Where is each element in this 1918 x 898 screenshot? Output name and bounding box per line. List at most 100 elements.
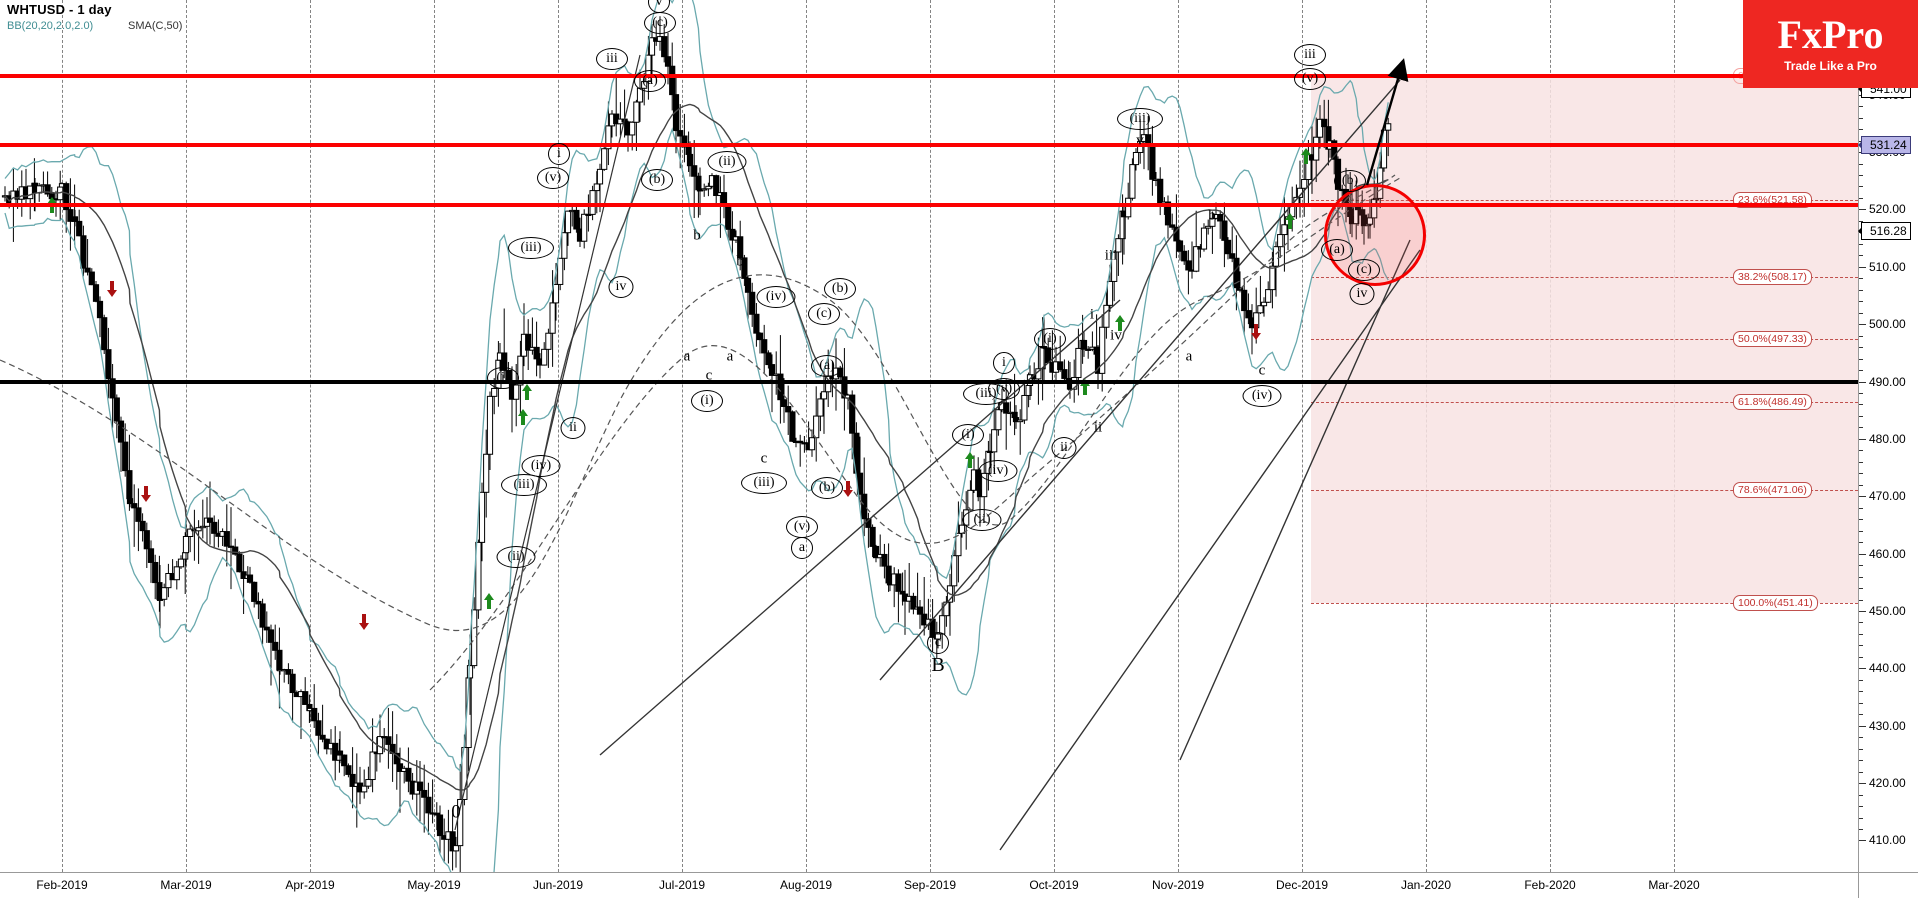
projection-arrow-icon [1365,58,1409,186]
price-axis[interactable]: 550.00540.00530.00520.00510.00500.00490.… [1858,0,1918,872]
wave-label-B: B [931,654,945,676]
price-tick-label-500: 500.00 [1869,317,1906,332]
current-price-tag[interactable]: 531.24 [1861,135,1911,154]
price-tick-label-460: 460.00 [1869,546,1906,561]
trendline-1 [599,299,1121,756]
buy-arrow [1115,315,1125,331]
price-minor-tick [1859,679,1863,681]
price-tick-410 [1859,840,1866,842]
wave-label-a: (a) [811,355,843,377]
wave-label-i: i [993,352,1015,374]
price-tick-500 [1859,324,1866,326]
date-label-mar-2019: Mar-2019 [160,878,212,892]
price-tick-440 [1859,668,1866,670]
date-label-jul-2019: Jul-2019 [658,878,706,892]
price-minor-tick [1859,415,1863,417]
price-minor-tick [1859,576,1863,578]
date-label-nov-2019: Nov-2019 [1151,878,1205,892]
price-minor-tick [1859,347,1863,349]
trendline-3 [999,249,1421,851]
buy-arrow [522,384,532,400]
wave-label-v: (v) [988,378,1020,400]
wave-label-ii: ii [560,417,586,439]
wave-label-ii: (ii) [496,546,536,568]
price-minor-tick [1859,358,1863,360]
wave-label-v: v [1136,132,1144,149]
date-label-jun-2019: Jun-2019 [532,878,584,892]
wave-label-i: (i) [691,390,723,412]
price-tick-470 [1859,496,1866,498]
sell-arrow [359,614,369,630]
sell-arrow [843,481,853,497]
wave-label-b: b [693,227,701,244]
fib-label-618: 61.8%(486.49) [1733,393,1812,410]
buy-arrow [518,409,528,425]
indicator-sma-label: SMA(C,50) [128,20,183,32]
fib-line-382 [1311,277,1858,279]
price-tick-480 [1859,438,1866,440]
chart-title: WHTUSD - 1 day [7,2,112,17]
trendline-4 [1179,239,1411,761]
price-minor-tick [1859,656,1863,658]
sell-arrow [141,486,151,502]
price-minor-tick [1859,301,1863,303]
price-minor-tick [1859,117,1863,119]
price-minor-tick [1859,450,1863,452]
gridline-aug-2019 [806,0,807,872]
wave-label-iii: (iii) [741,472,787,494]
price-minor-tick [1859,255,1863,257]
price-minor-tick [1859,519,1863,521]
price-minor-tick [1859,129,1863,131]
wave-label-i: (i) [952,424,984,446]
price-minor-tick [1859,714,1863,716]
wave-label-i: (i) [1034,328,1066,350]
axis-corner [1858,872,1918,898]
fib-line-786 [1311,490,1858,492]
date-label-dec-2019: Dec-2019 [1275,878,1329,892]
price-minor-tick [1859,828,1863,830]
buy-arrow [484,593,494,609]
wave-label-ii: (ii) [707,151,747,173]
wave-label-c: c [1258,362,1266,379]
wave-label-a: a [726,348,734,365]
price-minor-tick [1859,278,1863,280]
buy-arrow [965,452,975,468]
price-tick-label-480: 480.00 [1869,431,1906,446]
date-label-may-2019: May-2019 [407,878,461,892]
gridline-nov-2019 [1178,0,1179,872]
bollinger-upper-band [4,0,1389,773]
price-minor-tick [1859,737,1863,739]
gridline-apr-2019 [310,0,311,872]
price-tick-510 [1859,266,1866,268]
sell-arrow [1251,324,1261,340]
price-minor-tick [1859,817,1863,819]
wave-label-ii: ii [1093,419,1103,436]
wave-label-iii: (iii) [1117,108,1163,130]
indicator-bb-label: BB(20,20,2.0,2.0) [7,20,94,32]
price-minor-tick [1859,691,1863,693]
wave-label-iii: iii [1294,44,1326,66]
sell-arrow [107,281,117,297]
wave-label-i: (i) [487,367,519,389]
gridline-feb-2019 [62,0,63,872]
wave-label-v: (v) [1294,68,1326,90]
price-level-tag-516.28[interactable]: 516.28 [1861,221,1911,240]
wave-label-iv: (iv) [521,455,561,477]
wave-label-iv: (iv) [1242,385,1282,407]
date-axis[interactable]: Feb-2019 Mar-2019 Apr-2019 May-2019 Jun-2019… [0,872,1858,898]
date-label-apr-2019: Apr-2019 [285,878,335,892]
price-tick-420 [1859,783,1866,785]
wave-label-ii: (ii) [962,509,1002,531]
wave-label-c: (c) [1348,259,1380,281]
trendline-5 [454,54,641,831]
price-minor-tick [1859,220,1863,222]
wave-label-a: (a) [634,70,666,92]
fib-label-500: 50.0%(497.33) [1733,331,1812,348]
price-tick-label-470: 470.00 [1869,489,1906,504]
buy-arrow [1301,148,1311,164]
wave-label-a: a [791,537,813,559]
price-minor-tick [1859,289,1863,291]
chart-plot-area[interactable]: 0.0%(543.25)23.6%(521.58)38.2%(508.17)50… [0,0,1859,873]
price-minor-tick [1859,806,1863,808]
